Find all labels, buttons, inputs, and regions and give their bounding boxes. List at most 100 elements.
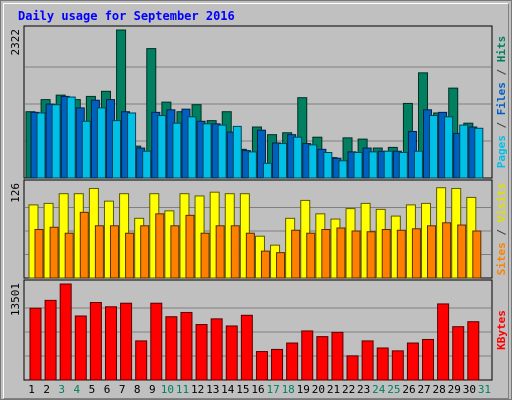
x-tick-label-day-7: 7 xyxy=(119,383,126,396)
bar-pages-day-29 xyxy=(459,124,469,179)
bar-kbytes-day-10 xyxy=(165,316,178,381)
bar-kbytes-day-6 xyxy=(104,306,117,381)
bar-pages-day-21 xyxy=(338,160,348,179)
series-pages xyxy=(36,96,484,179)
y-max-label: 13501 xyxy=(9,283,22,316)
x-tick-label-day-15: 15 xyxy=(236,383,249,396)
bar-sites-day-26 xyxy=(411,228,421,279)
bar-kbytes-day-22 xyxy=(346,355,359,381)
bar-pages-day-12 xyxy=(202,123,212,179)
x-tick-label-day-14: 14 xyxy=(221,383,235,396)
x-tick-label-day-3: 3 xyxy=(58,383,65,396)
panel-kbytes: 13501 KBytes xyxy=(9,279,508,381)
x-tick-label-day-27: 27 xyxy=(417,383,430,396)
x-tick-label-day-5: 5 xyxy=(89,383,96,396)
x-tick-label-day-28: 28 xyxy=(433,383,446,396)
x-tick-label-day-25: 25 xyxy=(387,383,400,396)
bar-kbytes-day-29 xyxy=(452,326,465,381)
bar-kbytes-day-16 xyxy=(255,351,268,381)
bar-sites-day-24 xyxy=(381,229,391,279)
legend-entry: Hits xyxy=(495,36,508,63)
bar-kbytes-day-24 xyxy=(376,347,389,381)
bar-sites-day-22 xyxy=(351,230,361,279)
bar-pages-day-7 xyxy=(127,112,137,179)
bar-kbytes-day-30 xyxy=(467,321,480,381)
bar-sites-day-4 xyxy=(79,211,89,279)
bar-sites-day-3 xyxy=(64,232,74,279)
bar-kbytes-day-15 xyxy=(240,314,253,381)
bar-sites-day-8 xyxy=(140,225,150,279)
y-max-label: 2322 xyxy=(9,29,22,56)
legend-entry: / xyxy=(495,62,508,82)
bar-pages-day-20 xyxy=(323,152,333,179)
panels-layer: 2322 Pages / Files / Hits 126 Sites / Visit… xyxy=(9,25,508,381)
series-files xyxy=(30,95,478,179)
bar-sites-day-25 xyxy=(396,229,406,279)
bar-pages-day-25 xyxy=(398,152,408,179)
x-tick-label-day-12: 12 xyxy=(191,383,204,396)
x-tick-label-day-18: 18 xyxy=(282,383,295,396)
bar-pages-day-26 xyxy=(413,150,423,179)
x-tick-label-day-30: 30 xyxy=(463,383,476,396)
bar-pages-day-17 xyxy=(278,143,288,179)
bar-kbytes-day-2 xyxy=(44,299,57,381)
bar-sites-day-11 xyxy=(185,214,195,279)
x-tick-label-day-2: 2 xyxy=(43,383,50,396)
x-tick-label-day-26: 26 xyxy=(402,383,415,396)
bar-kbytes-day-8 xyxy=(135,340,148,381)
x-tick-label-day-16: 16 xyxy=(251,383,264,396)
bar-kbytes-day-28 xyxy=(437,303,450,381)
bar-pages-day-4 xyxy=(81,120,91,179)
bar-pages-day-13 xyxy=(217,124,227,179)
bar-kbytes-day-20 xyxy=(316,336,329,381)
legend-entry: KBytes xyxy=(495,310,508,350)
bar-pages-day-23 xyxy=(368,151,378,179)
x-tick-label-day-6: 6 xyxy=(104,383,111,396)
bar-sites-day-27 xyxy=(427,225,437,279)
bar-pages-day-2 xyxy=(51,104,61,179)
bar-pages-day-11 xyxy=(187,116,197,179)
bar-kbytes-day-4 xyxy=(74,315,87,381)
legend-entry: / xyxy=(495,222,508,242)
x-tick-label-day-29: 29 xyxy=(448,383,461,396)
x-tick-label-day-23: 23 xyxy=(357,383,370,396)
bar-kbytes-day-14 xyxy=(225,325,238,381)
bar-sites-day-15 xyxy=(245,232,255,279)
bar-pages-day-15 xyxy=(247,151,257,179)
bar-kbytes-day-17 xyxy=(271,348,284,381)
bar-pages-day-22 xyxy=(353,152,363,179)
x-tick-label-day-1: 1 xyxy=(28,383,35,396)
bar-sites-day-18 xyxy=(291,229,301,279)
bar-pages-day-28 xyxy=(444,116,454,179)
legend-entry: Visits xyxy=(495,183,508,223)
bar-kbytes-day-13 xyxy=(210,318,223,381)
bar-sites-day-19 xyxy=(306,232,316,279)
bar-pages-day-24 xyxy=(383,150,393,179)
bar-kbytes-day-23 xyxy=(361,340,374,381)
panel-visits-sites: 126 Sites / Visits xyxy=(9,179,508,279)
legend-entry: / xyxy=(495,115,508,135)
bar-sites-day-9 xyxy=(155,213,165,279)
bar-kbytes-day-12 xyxy=(195,324,208,381)
bar-kbytes-day-18 xyxy=(286,342,299,381)
x-tick-label-day-8: 8 xyxy=(134,383,141,396)
bar-kbytes-day-7 xyxy=(120,302,133,381)
bar-sites-day-7 xyxy=(125,232,135,279)
series-sites xyxy=(34,211,482,279)
bar-sites-day-21 xyxy=(336,227,346,279)
x-tick-label-day-11: 11 xyxy=(176,383,189,396)
bar-sites-day-28 xyxy=(442,222,452,279)
x-axis-labels: 1 2 3 4 5 6 7 8 9 10 11 12 13 14 15 16 17 18 19 20 21 22 23 24 2… xyxy=(28,383,491,396)
axis-legend-kbytes: KBytes xyxy=(495,310,508,350)
x-tick-label-day-31: 31 xyxy=(478,383,491,396)
bar-pages-day-18 xyxy=(293,136,303,179)
bar-pages-day-6 xyxy=(111,120,121,179)
bar-pages-day-5 xyxy=(96,107,106,179)
bar-kbytes-day-19 xyxy=(301,330,314,381)
bar-kbytes-day-11 xyxy=(180,311,193,381)
bar-sites-day-13 xyxy=(215,225,225,279)
legend-entry: Pages xyxy=(495,135,508,168)
bar-pages-day-30 xyxy=(474,127,484,179)
x-tick-label-day-19: 19 xyxy=(297,383,310,396)
axis-legend-visits-sites: Sites / Visits xyxy=(495,183,508,276)
